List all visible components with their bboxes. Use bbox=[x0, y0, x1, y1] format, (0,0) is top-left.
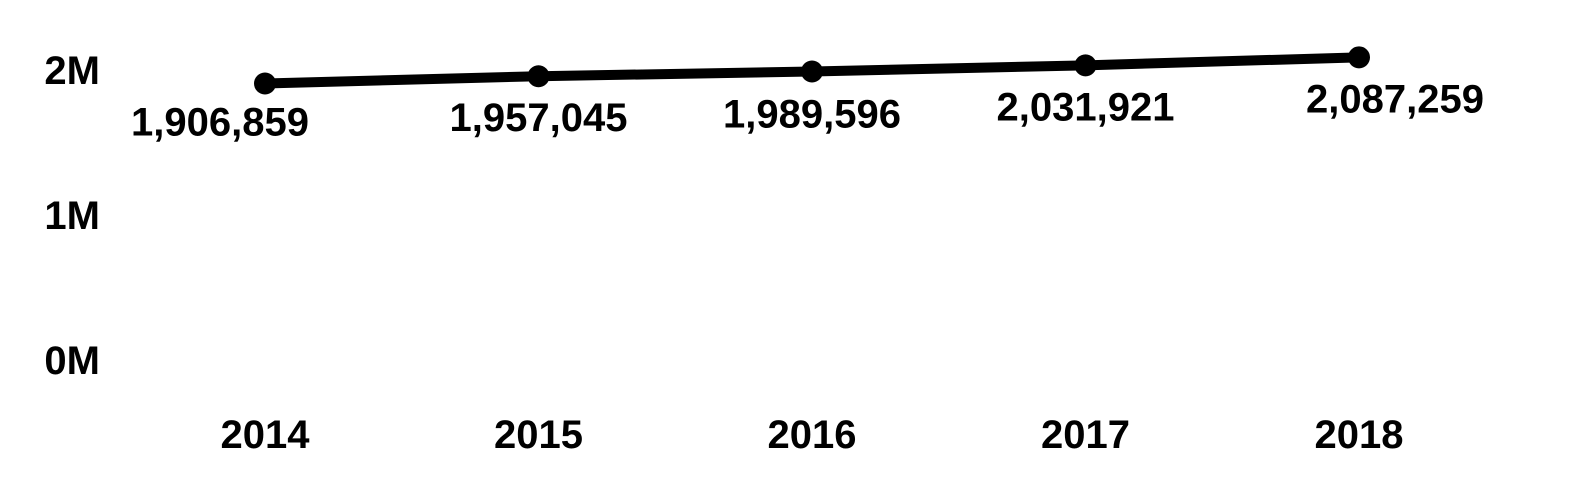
x-axis-ticks: 2014 2015 2016 2017 2018 bbox=[221, 413, 1404, 457]
y-tick-label: 2M bbox=[44, 49, 100, 93]
data-label: 1,989,596 bbox=[723, 93, 901, 137]
data-point bbox=[527, 65, 550, 88]
data-point bbox=[254, 72, 276, 95]
data-label: 1,957,045 bbox=[450, 96, 628, 140]
data-label: 2,031,921 bbox=[997, 85, 1175, 129]
data-label: 2,087,259 bbox=[1306, 77, 1484, 121]
x-tick-label: 2017 bbox=[1041, 413, 1130, 457]
y-axis-ticks: 0M 1M 2M bbox=[44, 49, 100, 383]
x-tick-label: 2014 bbox=[221, 413, 311, 457]
x-tick-label: 2016 bbox=[768, 413, 857, 457]
data-labels: 1,906,859 1,957,045 1,989,596 2,031,921 2,08… bbox=[131, 77, 1484, 144]
data-point bbox=[801, 60, 823, 83]
y-tick-label: 1M bbox=[44, 194, 100, 238]
data-label: 1,906,859 bbox=[131, 101, 309, 145]
data-point bbox=[1348, 46, 1370, 69]
x-tick-label: 2015 bbox=[494, 413, 583, 457]
data-points bbox=[254, 46, 1370, 95]
y-tick-label: 0M bbox=[44, 339, 100, 383]
data-point bbox=[1074, 54, 1097, 77]
x-tick-label: 2018 bbox=[1315, 413, 1404, 457]
